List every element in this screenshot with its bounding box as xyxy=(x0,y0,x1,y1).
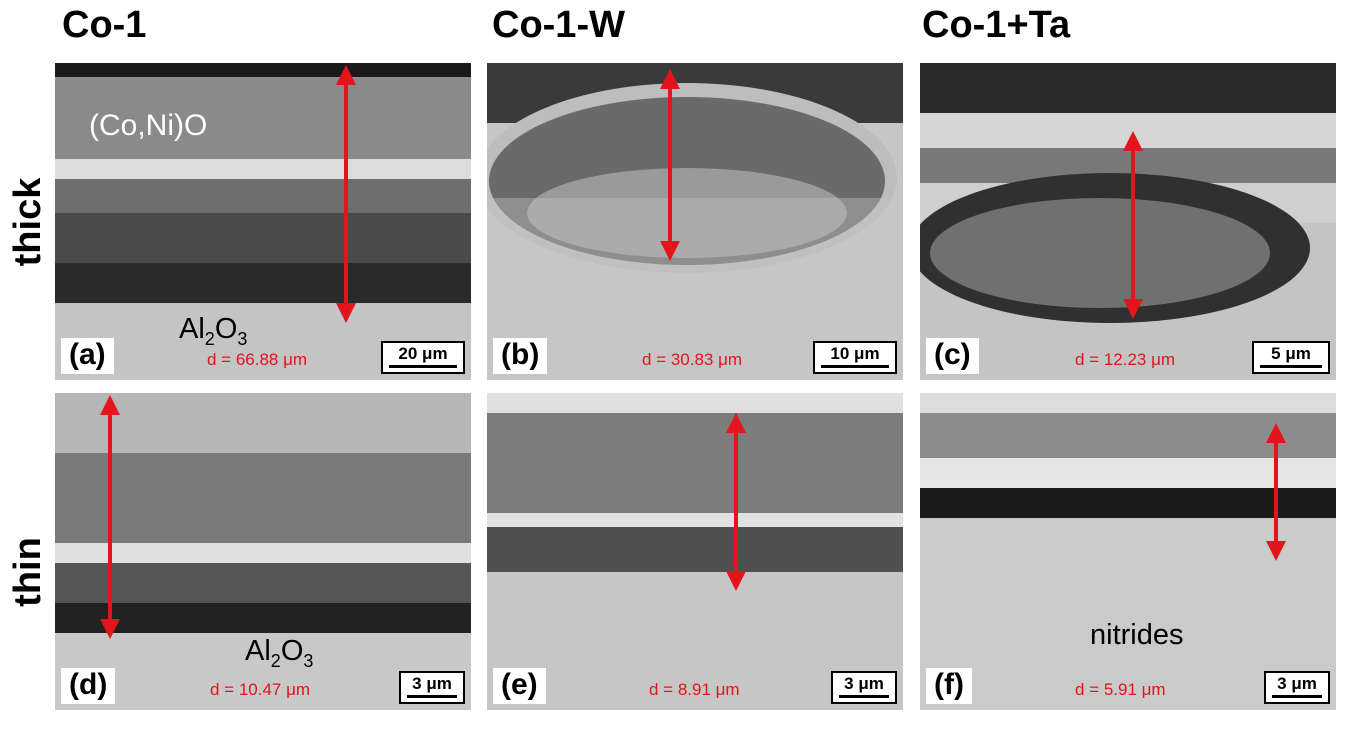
micrograph-image-f xyxy=(920,393,1336,710)
nitrides-annotation: nitrides xyxy=(1090,619,1184,651)
scale-bar-f: 3 μm xyxy=(1264,671,1330,704)
micrograph-image-d xyxy=(55,393,471,710)
row-title-thick: thick xyxy=(7,177,49,267)
alumina-annotation-a: Al2O3 xyxy=(179,313,248,349)
scale-bar-d: 3 μm xyxy=(399,671,465,704)
panel-label-c: (c) xyxy=(926,338,979,374)
scale-bar-text-e: 3 μm xyxy=(844,674,884,694)
panel-label-e: (e) xyxy=(493,668,546,704)
micrograph-image-c xyxy=(920,63,1336,380)
panel-label-d: (d) xyxy=(61,668,116,704)
row-title-thin: thin xyxy=(7,537,49,607)
panel-label-f: (f) xyxy=(926,668,972,704)
thickness-label-c: d = 12.23 μm xyxy=(1075,350,1176,369)
thickness-label-a: d = 66.88 μm xyxy=(207,350,308,369)
oxide-annotation: (Co,Ni)O xyxy=(89,109,208,142)
scale-bar-text-a: 20 μm xyxy=(398,344,448,364)
panel-label-b: (b) xyxy=(493,338,548,374)
micrograph-image-a xyxy=(55,63,471,380)
scale-bar-text-f: 3 μm xyxy=(1277,674,1317,694)
scale-bar-text-c: 5 μm xyxy=(1271,344,1311,364)
scale-bar-a: 20 μm xyxy=(381,341,465,374)
scale-bar-text-d: 3 μm xyxy=(412,674,452,694)
micrograph-image-b xyxy=(487,63,903,380)
thickness-label-f: d = 5.91 μm xyxy=(1075,680,1166,699)
alumina-annotation-d: Al2O3 xyxy=(245,635,314,671)
column-title-co1-ta: Co-1+Ta xyxy=(922,4,1071,46)
micrograph-panel-e: (e) d = 8.91 μm 3 μm xyxy=(487,393,903,710)
micrograph-panel-a: (Co,Ni)O Al2O3 (a) d = 66.88 μm 20 μm xyxy=(55,63,471,380)
column-title-co1: Co-1 xyxy=(62,4,147,46)
scale-bar-c: 5 μm xyxy=(1252,341,1330,374)
micrograph-panel-d: Al2O3 (d) d = 10.47 μm 3 μm xyxy=(55,393,471,710)
column-title-co1-w: Co-1-W xyxy=(492,4,625,46)
scale-bar-b: 10 μm xyxy=(813,341,897,374)
micrograph-image-e xyxy=(487,393,903,710)
thickness-label-b: d = 30.83 μm xyxy=(642,350,743,369)
scale-bar-text-b: 10 μm xyxy=(830,344,880,364)
micrograph-panel-f: nitrides (f) d = 5.91 μm 3 μm xyxy=(920,393,1336,710)
scale-bar-e: 3 μm xyxy=(831,671,897,704)
thickness-label-d: d = 10.47 μm xyxy=(210,680,311,699)
thickness-label-e: d = 8.91 μm xyxy=(649,680,740,699)
panel-label-a: (a) xyxy=(61,338,114,374)
micrograph-panel-b: (b) d = 30.83 μm 10 μm xyxy=(487,63,903,380)
micrograph-panel-c: (c) d = 12.23 μm 5 μm xyxy=(920,63,1336,380)
